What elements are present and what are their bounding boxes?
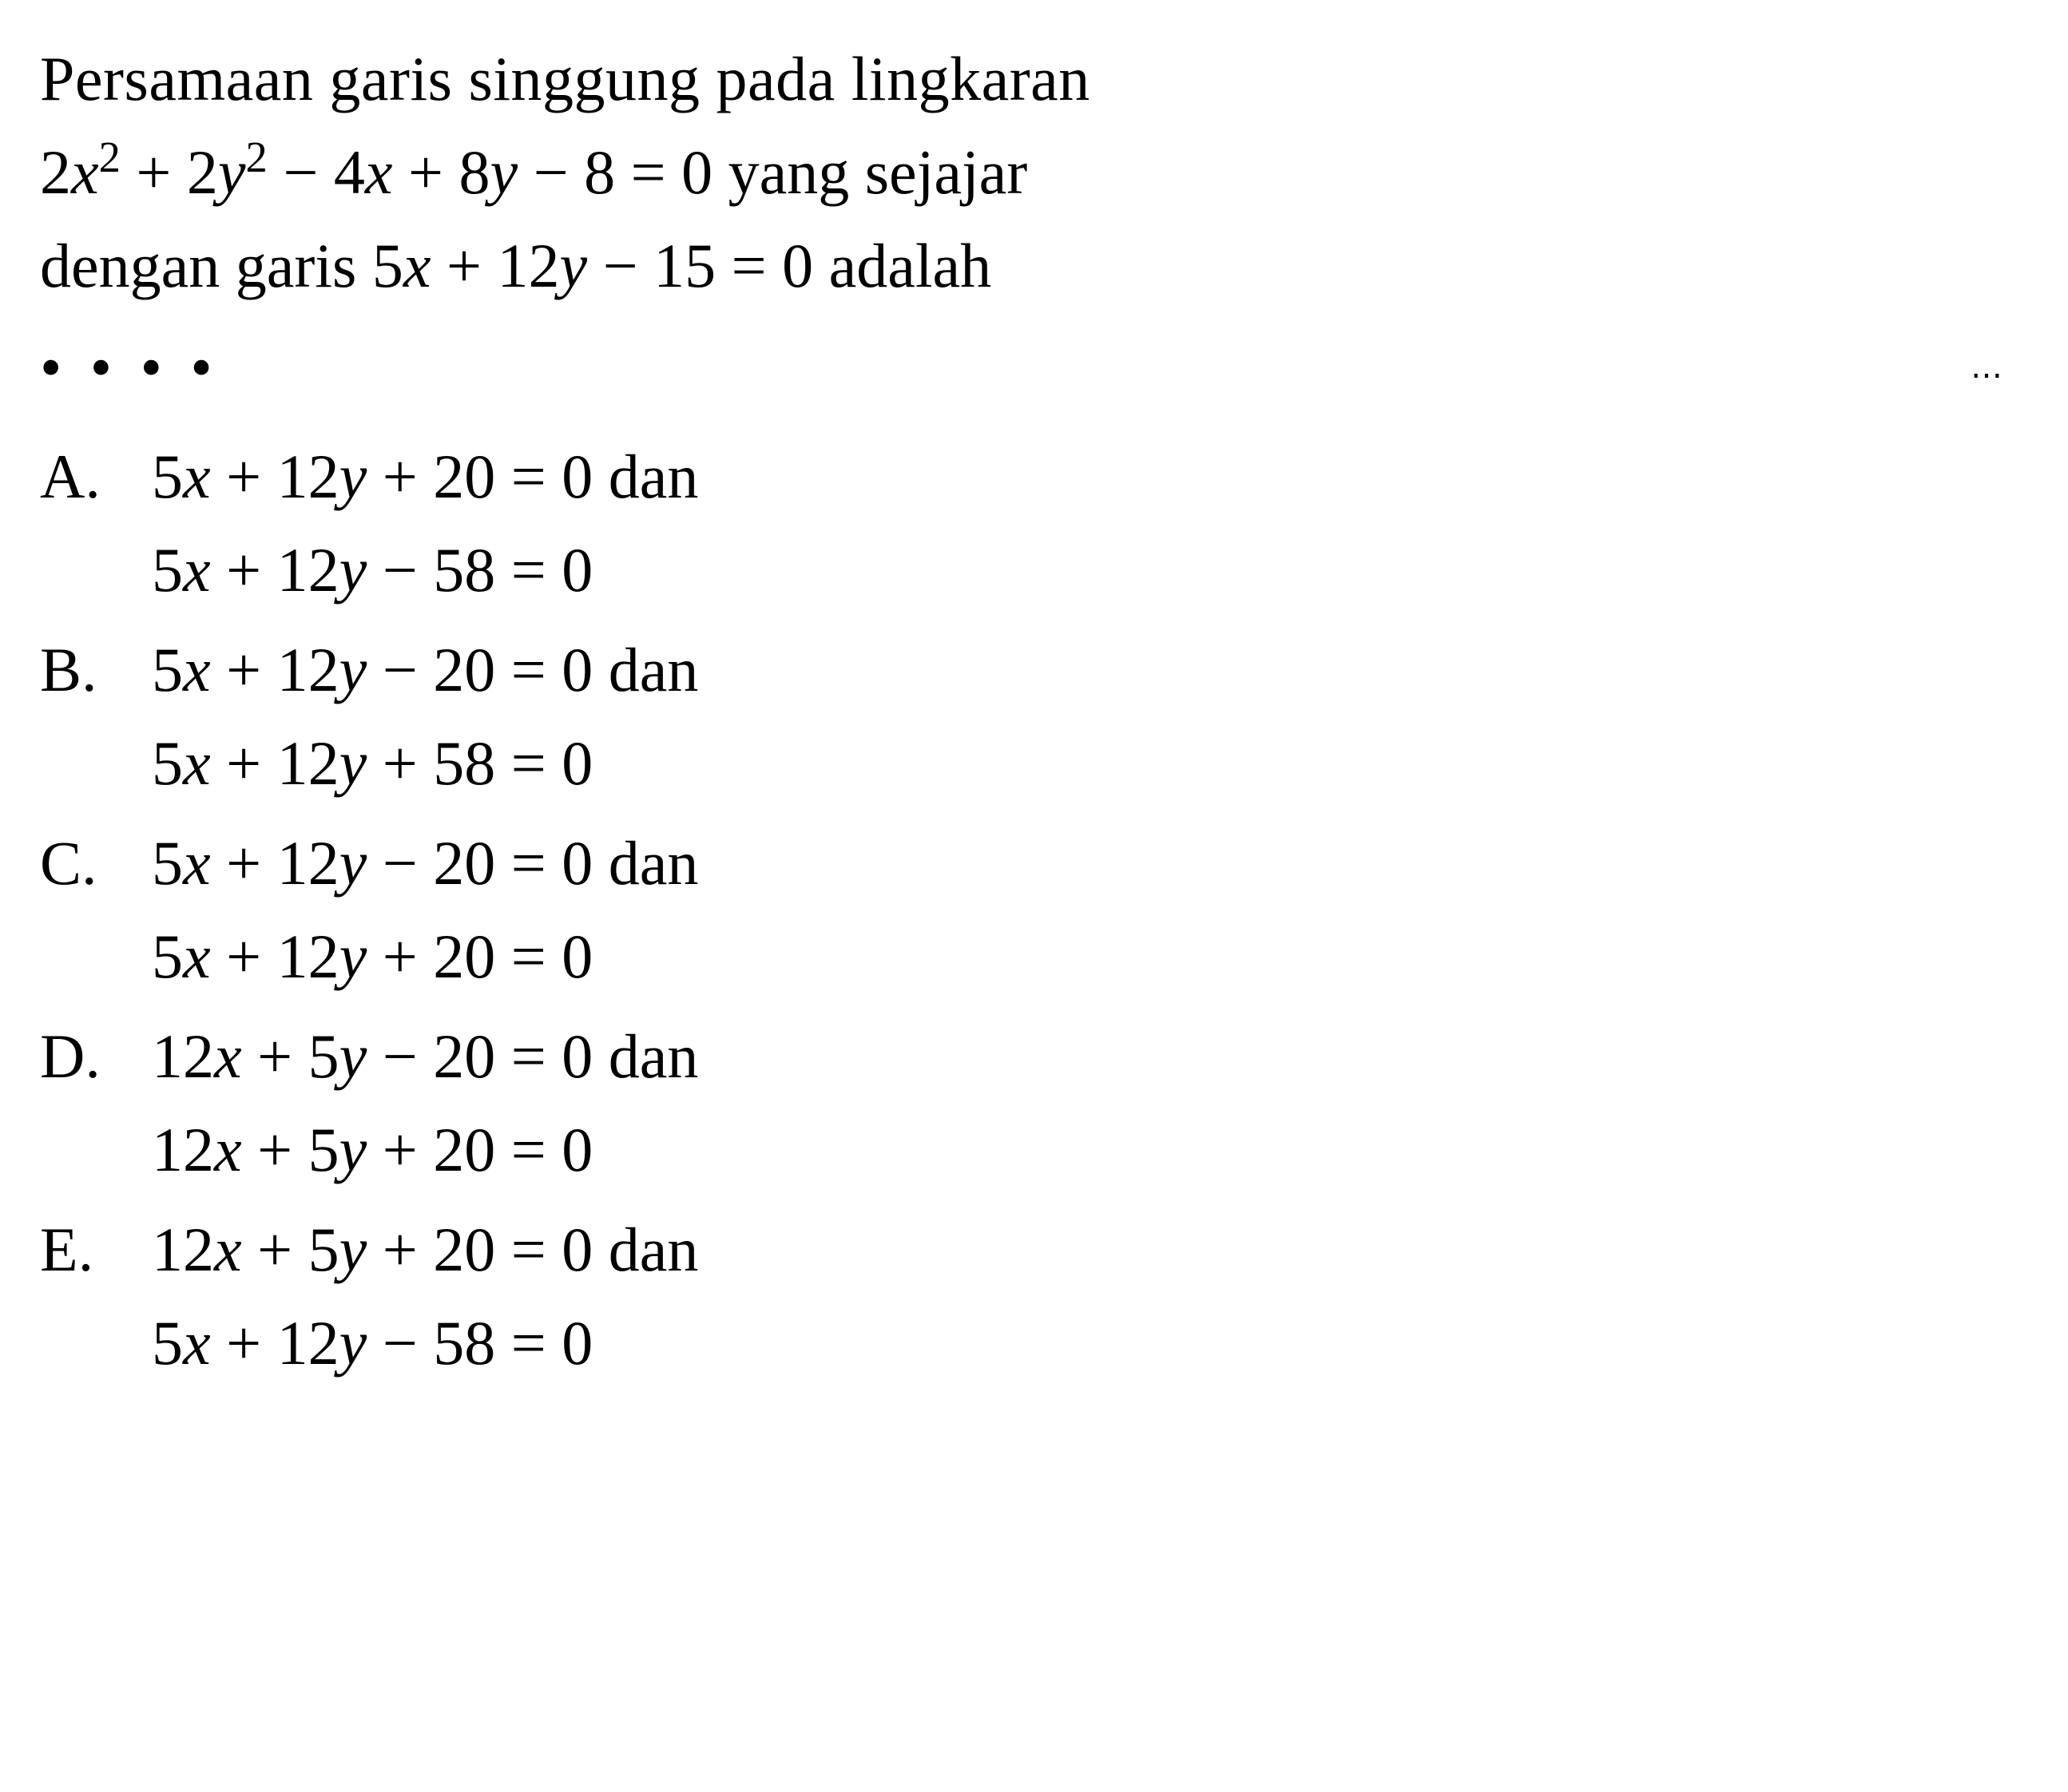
var-x: x: [214, 1021, 242, 1091]
var-x: x: [183, 535, 211, 605]
option-c: C. 5x + 12y − 20 = 0 dan 5x + 12y + 20 =…: [40, 816, 2028, 1003]
eq-part: 5: [152, 535, 183, 605]
question-line-2: 2x2 + 2y2 − 4x + 8y − 8 = 0 yang sejajar: [40, 125, 2028, 219]
var-y: y: [339, 728, 367, 798]
option-c-line-1: 5x + 12y − 20 = 0 dan: [152, 816, 2028, 910]
option-d: D. 12x + 5y − 20 = 0 dan 12x + 5y + 20 =…: [40, 1009, 2028, 1196]
eq-part: + 20 = 0: [367, 1115, 593, 1184]
option-label-a: A.: [40, 430, 152, 523]
eq-part: − 20 = 0 dan: [367, 635, 698, 704]
eq-part: − 20 = 0 dan: [367, 1021, 698, 1091]
var-y: y: [339, 535, 367, 605]
eq-part: + 12: [211, 922, 339, 991]
eq-part: + 5: [242, 1215, 339, 1284]
var-x: x: [183, 635, 211, 704]
exponent: 2: [246, 133, 268, 181]
eq-part: − 8 = 0 yang sejajar: [518, 137, 1027, 207]
var-y: y: [339, 1308, 367, 1378]
var-x: x: [365, 137, 393, 207]
eq-part: + 20 = 0 dan: [367, 442, 698, 511]
eq-part: 5: [152, 922, 183, 991]
var-x: x: [183, 728, 211, 798]
eq-part: + 12: [431, 231, 560, 300]
eq-part: + 58 = 0: [367, 728, 593, 798]
eq-part: + 12: [211, 828, 339, 898]
eq-part: dengan garis 5: [40, 231, 403, 300]
var-x: x: [183, 442, 211, 511]
eq-part: 5: [152, 1308, 183, 1378]
eq-part: + 20 = 0: [367, 922, 593, 991]
option-b-line-1: 5x + 12y − 20 = 0 dan: [152, 623, 2028, 716]
option-label-c: C.: [40, 816, 152, 910]
option-e: E. 12x + 5y + 20 = 0 dan 5x + 12y − 58 =…: [40, 1203, 2028, 1390]
var-x: x: [214, 1115, 242, 1184]
var-y: y: [560, 231, 588, 300]
option-b-line-2: 5x + 12y + 58 = 0: [152, 716, 2028, 810]
eq-part: 5: [152, 635, 183, 704]
question-line-1: Persamaan garis singgung pada lingkaran: [40, 32, 2028, 125]
eq-part: 5: [152, 442, 183, 511]
var-y: y: [339, 442, 367, 511]
option-content-c: 5x + 12y − 20 = 0 dan 5x + 12y + 20 = 0: [152, 816, 2028, 1003]
eq-part: + 12: [211, 442, 339, 511]
question-line-3: dengan garis 5x + 12y − 15 = 0 adalah: [40, 219, 2028, 312]
option-content-a: 5x + 12y + 20 = 0 dan 5x + 12y − 58 = 0: [152, 430, 2028, 616]
var-y: y: [339, 635, 367, 704]
eq-part: − 58 = 0: [367, 1308, 593, 1378]
exponent: 2: [99, 133, 121, 181]
var-y: y: [339, 922, 367, 991]
side-mark-icon: ⋯: [1971, 351, 2004, 399]
var-x: x: [71, 137, 99, 207]
eq-part: + 12: [211, 1308, 339, 1378]
option-label-d: D.: [40, 1009, 152, 1103]
var-x: x: [214, 1215, 242, 1284]
option-e-line-1: 12x + 5y + 20 = 0 dan: [152, 1203, 2028, 1296]
option-d-line-1: 12x + 5y − 20 = 0 dan: [152, 1009, 2028, 1103]
var-y: y: [339, 1215, 367, 1284]
option-a-line-1: 5x + 12y + 20 = 0 dan: [152, 430, 2028, 523]
option-e-line-2: 5x + 12y − 58 = 0: [152, 1296, 2028, 1390]
eq-part: 12: [152, 1115, 214, 1184]
eq-part: 2: [40, 137, 71, 207]
option-c-line-2: 5x + 12y + 20 = 0: [152, 910, 2028, 1003]
option-content-e: 12x + 5y + 20 = 0 dan 5x + 12y − 58 = 0: [152, 1203, 2028, 1390]
eq-part: + 8: [392, 137, 490, 207]
var-x: x: [403, 231, 431, 300]
eq-part: + 5: [242, 1115, 339, 1184]
eq-part: − 4: [268, 137, 365, 207]
option-d-line-2: 12x + 5y + 20 = 0: [152, 1103, 2028, 1196]
eq-part: + 20 = 0 dan: [367, 1215, 698, 1284]
var-y: y: [339, 1115, 367, 1184]
eq-part: − 58 = 0: [367, 535, 593, 605]
eq-part: + 5: [242, 1021, 339, 1091]
eq-part: + 2: [121, 137, 218, 207]
eq-part: + 12: [211, 728, 339, 798]
var-y: y: [339, 828, 367, 898]
var-y: y: [218, 137, 246, 207]
var-x: x: [183, 922, 211, 991]
var-x: x: [183, 828, 211, 898]
option-a: A. 5x + 12y + 20 = 0 dan 5x + 12y − 58 =…: [40, 430, 2028, 616]
question-stem: Persamaan garis singgung pada lingkaran …: [40, 32, 2028, 414]
eq-part: 5: [152, 828, 183, 898]
eq-part: − 20 = 0 dan: [367, 828, 698, 898]
var-y: y: [490, 137, 518, 207]
option-b: B. 5x + 12y − 20 = 0 dan 5x + 12y + 58 =…: [40, 623, 2028, 810]
var-y: y: [339, 1021, 367, 1091]
eq-part: 5: [152, 728, 183, 798]
option-label-e: E.: [40, 1203, 152, 1296]
var-x: x: [183, 1308, 211, 1378]
ellipsis-dots: • • • •: [40, 320, 2028, 414]
option-a-line-2: 5x + 12y − 58 = 0: [152, 523, 2028, 616]
eq-part: 12: [152, 1021, 214, 1091]
eq-part: 12: [152, 1215, 214, 1284]
eq-part: + 12: [211, 635, 339, 704]
option-content-b: 5x + 12y − 20 = 0 dan 5x + 12y + 58 = 0: [152, 623, 2028, 810]
option-label-b: B.: [40, 623, 152, 716]
eq-part: + 12: [211, 535, 339, 605]
eq-part: − 15 = 0 adalah: [587, 231, 991, 300]
option-content-d: 12x + 5y − 20 = 0 dan 12x + 5y + 20 = 0: [152, 1009, 2028, 1196]
options-list: A. 5x + 12y + 20 = 0 dan 5x + 12y − 58 =…: [40, 430, 2028, 1390]
